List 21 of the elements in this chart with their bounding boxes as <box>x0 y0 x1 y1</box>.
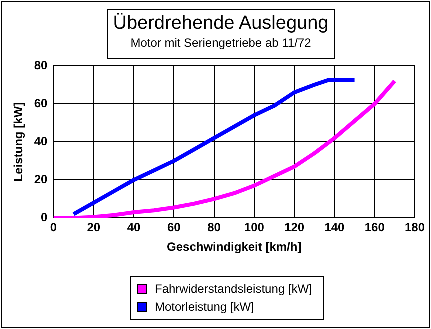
chart-subtitle: Motor mit Seriengetriebe ab 11/72 <box>130 36 312 50</box>
x-tick-label: 0 <box>50 220 58 235</box>
x-tick-label: 160 <box>364 220 386 235</box>
x-tick-label: 120 <box>284 220 305 235</box>
legend-label: Motorleistung [kW] <box>155 300 254 314</box>
x-tick-label: 80 <box>208 220 222 235</box>
y-tick-label: 60 <box>34 96 48 110</box>
x-tick-label: 40 <box>127 220 142 235</box>
x-axis-title: Geschwindigkeit [km/h] <box>167 240 302 254</box>
x-tick-label: 20 <box>87 220 101 235</box>
y-tick-label: 40 <box>34 134 48 148</box>
x-tick-label: 180 <box>404 220 426 235</box>
x-tick-label: 140 <box>324 220 346 235</box>
legend-label: Fahrwiderstandsleistung [kW] <box>155 282 312 296</box>
chart-title: Überdrehende Auslegung <box>112 13 330 35</box>
y-tick-label: 0 <box>41 210 48 225</box>
y-tick-label: 80 <box>34 58 48 72</box>
y-tick-label: 20 <box>34 172 48 186</box>
x-tick-label: 60 <box>167 220 182 235</box>
y-axis-title: Leistung [kW] <box>12 102 26 182</box>
x-tick-label: 100 <box>244 220 265 235</box>
